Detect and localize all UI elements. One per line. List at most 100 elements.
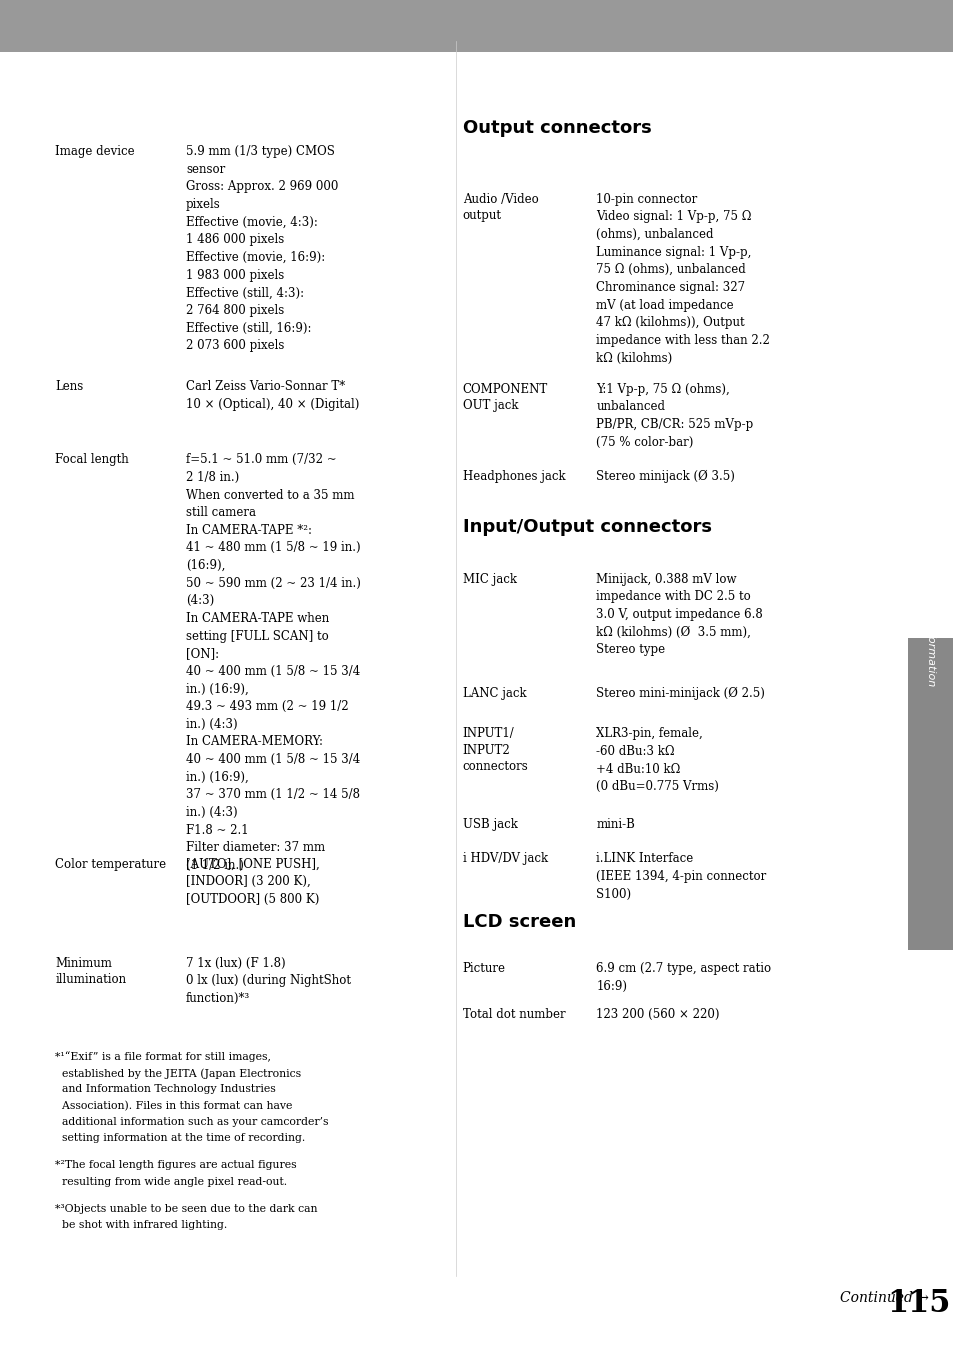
- Text: output: output: [462, 209, 501, 223]
- Text: still camera: still camera: [186, 506, 255, 520]
- Text: connectors: connectors: [462, 760, 528, 773]
- Text: 75 Ω (ohms), unbalanced: 75 Ω (ohms), unbalanced: [596, 263, 745, 277]
- Text: Image device: Image device: [55, 145, 134, 159]
- Text: Audio /Video: Audio /Video: [462, 193, 537, 206]
- Text: setting [FULL SCAN] to: setting [FULL SCAN] to: [186, 630, 329, 643]
- Text: Stereo minijack (Ø 3.5): Stereo minijack (Ø 3.5): [596, 470, 735, 483]
- Text: Effective (movie, 16:9):: Effective (movie, 16:9):: [186, 251, 325, 265]
- Text: f=5.1 ~ 51.0 mm (7/32 ~: f=5.1 ~ 51.0 mm (7/32 ~: [186, 453, 336, 467]
- Text: Chrominance signal: 327: Chrominance signal: 327: [596, 281, 744, 294]
- Text: LANC jack: LANC jack: [462, 687, 526, 700]
- Text: Stereo mini-minijack (Ø 2.5): Stereo mini-minijack (Ø 2.5): [596, 687, 764, 700]
- Text: and Information Technology Industries: and Information Technology Industries: [55, 1084, 275, 1094]
- Text: Y:1 Vp-p, 75 Ω (ohms),: Y:1 Vp-p, 75 Ω (ohms),: [596, 383, 729, 396]
- Text: mV (at load impedance: mV (at load impedance: [596, 299, 733, 312]
- Text: (ohms), unbalanced: (ohms), unbalanced: [596, 228, 713, 242]
- Text: 2 1/8 in.): 2 1/8 in.): [186, 471, 239, 484]
- Text: [ON]:: [ON]:: [186, 647, 219, 661]
- Text: (IEEE 1394, 4-pin connector: (IEEE 1394, 4-pin connector: [596, 870, 765, 883]
- Text: 10-pin connector: 10-pin connector: [596, 193, 697, 206]
- Text: In CAMERA-MEMORY:: In CAMERA-MEMORY:: [186, 735, 323, 749]
- Text: 2 764 800 pixels: 2 764 800 pixels: [186, 304, 284, 318]
- Text: kΩ (kilohms): kΩ (kilohms): [596, 351, 672, 365]
- Text: sensor: sensor: [186, 163, 225, 176]
- Text: Input/Output connectors: Input/Output connectors: [462, 518, 711, 536]
- Text: i.LINK Interface: i.LINK Interface: [596, 852, 693, 866]
- Text: Gross: Approx. 2 969 000: Gross: Approx. 2 969 000: [186, 180, 338, 194]
- Text: When converted to a 35 mm: When converted to a 35 mm: [186, 489, 355, 502]
- Text: be shot with infrared lighting.: be shot with infrared lighting.: [55, 1220, 228, 1229]
- Text: resulting from wide angle pixel read-out.: resulting from wide angle pixel read-out…: [55, 1177, 287, 1186]
- Text: Video signal: 1 Vp-p, 75 Ω: Video signal: 1 Vp-p, 75 Ω: [596, 210, 751, 224]
- Text: (0 dBu=0.775 Vrms): (0 dBu=0.775 Vrms): [596, 780, 719, 794]
- Text: in.) (16:9),: in.) (16:9),: [186, 771, 249, 784]
- Text: [OUTDOOR] (5 800 K): [OUTDOOR] (5 800 K): [186, 893, 319, 906]
- Text: illumination: illumination: [55, 973, 127, 987]
- Text: (4:3): (4:3): [186, 594, 214, 608]
- Text: in.) (16:9),: in.) (16:9),: [186, 683, 249, 696]
- Text: S100): S100): [596, 887, 631, 901]
- Text: In CAMERA-TAPE *²:: In CAMERA-TAPE *²:: [186, 524, 312, 537]
- Text: Effective (still, 4:3):: Effective (still, 4:3):: [186, 286, 304, 300]
- Text: 40 ~ 400 mm (1 5/8 ~ 15 3/4: 40 ~ 400 mm (1 5/8 ~ 15 3/4: [186, 665, 360, 678]
- Text: 7 1x (lux) (F 1.8): 7 1x (lux) (F 1.8): [186, 957, 285, 970]
- Text: 10 × (Optical), 40 × (Digital): 10 × (Optical), 40 × (Digital): [186, 398, 359, 411]
- Text: (16:9),: (16:9),: [186, 559, 225, 573]
- Text: Minijack, 0.388 mV low: Minijack, 0.388 mV low: [596, 573, 736, 586]
- Text: +4 dBu:10 kΩ: +4 dBu:10 kΩ: [596, 763, 679, 776]
- Text: Association). Files in this format can have: Association). Files in this format can h…: [55, 1101, 293, 1111]
- Bar: [0, 0, 953, 52]
- Text: INPUT2: INPUT2: [462, 744, 510, 757]
- Text: 6.9 cm (2.7 type, aspect ratio: 6.9 cm (2.7 type, aspect ratio: [596, 962, 771, 976]
- Text: impedance with DC 2.5 to: impedance with DC 2.5 to: [596, 590, 750, 604]
- Text: 0 lx (lux) (during NightShot: 0 lx (lux) (during NightShot: [186, 974, 351, 988]
- Text: Effective (still, 16:9):: Effective (still, 16:9):: [186, 322, 312, 335]
- Text: Lens: Lens: [55, 380, 84, 394]
- Text: in.) (4:3): in.) (4:3): [186, 718, 237, 731]
- Text: LCD screen: LCD screen: [462, 913, 576, 931]
- Text: Filter diameter: 37 mm: Filter diameter: 37 mm: [186, 841, 325, 855]
- Text: kΩ (kilohms) (Ø  3.5 mm),: kΩ (kilohms) (Ø 3.5 mm),: [596, 626, 750, 639]
- Text: i HDV/DV jack: i HDV/DV jack: [462, 852, 547, 866]
- Text: Headphones jack: Headphones jack: [462, 470, 565, 483]
- Text: PB/PR, CB/CR: 525 mVp-p: PB/PR, CB/CR: 525 mVp-p: [596, 418, 753, 432]
- Text: 16:9): 16:9): [596, 980, 626, 993]
- Text: function)*³: function)*³: [186, 992, 250, 1006]
- Text: Effective (movie, 4:3):: Effective (movie, 4:3):: [186, 216, 317, 229]
- Text: 1 983 000 pixels: 1 983 000 pixels: [186, 269, 284, 282]
- Text: 49.3 ~ 493 mm (2 ~ 19 1/2: 49.3 ~ 493 mm (2 ~ 19 1/2: [186, 700, 348, 714]
- Text: established by the JEITA (Japan Electronics: established by the JEITA (Japan Electron…: [55, 1068, 301, 1079]
- Text: 115: 115: [886, 1288, 949, 1319]
- Text: Carl Zeiss Vario-Sonnar T*: Carl Zeiss Vario-Sonnar T*: [186, 380, 345, 394]
- Text: setting information at the time of recording.: setting information at the time of recor…: [55, 1133, 305, 1143]
- Text: impedance with less than 2.2: impedance with less than 2.2: [596, 334, 769, 347]
- Text: 2 073 600 pixels: 2 073 600 pixels: [186, 339, 284, 353]
- Text: 41 ~ 480 mm (1 5/8 ~ 19 in.): 41 ~ 480 mm (1 5/8 ~ 19 in.): [186, 541, 360, 555]
- Text: MIC jack: MIC jack: [462, 573, 517, 586]
- Bar: [907, 638, 953, 950]
- Text: [AUTO], [ONE PUSH],: [AUTO], [ONE PUSH],: [186, 858, 319, 871]
- Text: additional information such as your camcorder’s: additional information such as your camc…: [55, 1117, 329, 1126]
- Text: *¹“Exif” is a file format for still images,: *¹“Exif” is a file format for still imag…: [55, 1052, 271, 1063]
- Text: Color temperature: Color temperature: [55, 858, 166, 871]
- Text: 47 kΩ (kilohms)), Output: 47 kΩ (kilohms)), Output: [596, 316, 744, 330]
- Text: Additional Information: Additional Information: [925, 562, 935, 687]
- Text: *³Objects unable to be seen due to the dark can: *³Objects unable to be seen due to the d…: [55, 1204, 317, 1213]
- Text: Focal length: Focal length: [55, 453, 129, 467]
- Text: 1 486 000 pixels: 1 486 000 pixels: [186, 233, 284, 247]
- Text: In CAMERA-TAPE when: In CAMERA-TAPE when: [186, 612, 329, 626]
- Text: INPUT1/: INPUT1/: [462, 727, 514, 741]
- Text: 123 200 (560 × 220): 123 200 (560 × 220): [596, 1008, 719, 1022]
- Text: Continued →: Continued →: [839, 1292, 927, 1305]
- Text: Picture: Picture: [462, 962, 505, 976]
- Text: Luminance signal: 1 Vp-p,: Luminance signal: 1 Vp-p,: [596, 246, 751, 259]
- Text: -60 dBu:3 kΩ: -60 dBu:3 kΩ: [596, 745, 674, 759]
- Text: pixels: pixels: [186, 198, 220, 212]
- Text: (75 % color-bar): (75 % color-bar): [596, 436, 693, 449]
- Text: USB jack: USB jack: [462, 818, 517, 832]
- Text: mini-B: mini-B: [596, 818, 635, 832]
- Text: XLR3-pin, female,: XLR3-pin, female,: [596, 727, 702, 741]
- Text: Output connectors: Output connectors: [462, 119, 651, 137]
- Text: 37 ~ 370 mm (1 1/2 ~ 14 5/8: 37 ~ 370 mm (1 1/2 ~ 14 5/8: [186, 788, 359, 802]
- Text: 40 ~ 400 mm (1 5/8 ~ 15 3/4: 40 ~ 400 mm (1 5/8 ~ 15 3/4: [186, 753, 360, 767]
